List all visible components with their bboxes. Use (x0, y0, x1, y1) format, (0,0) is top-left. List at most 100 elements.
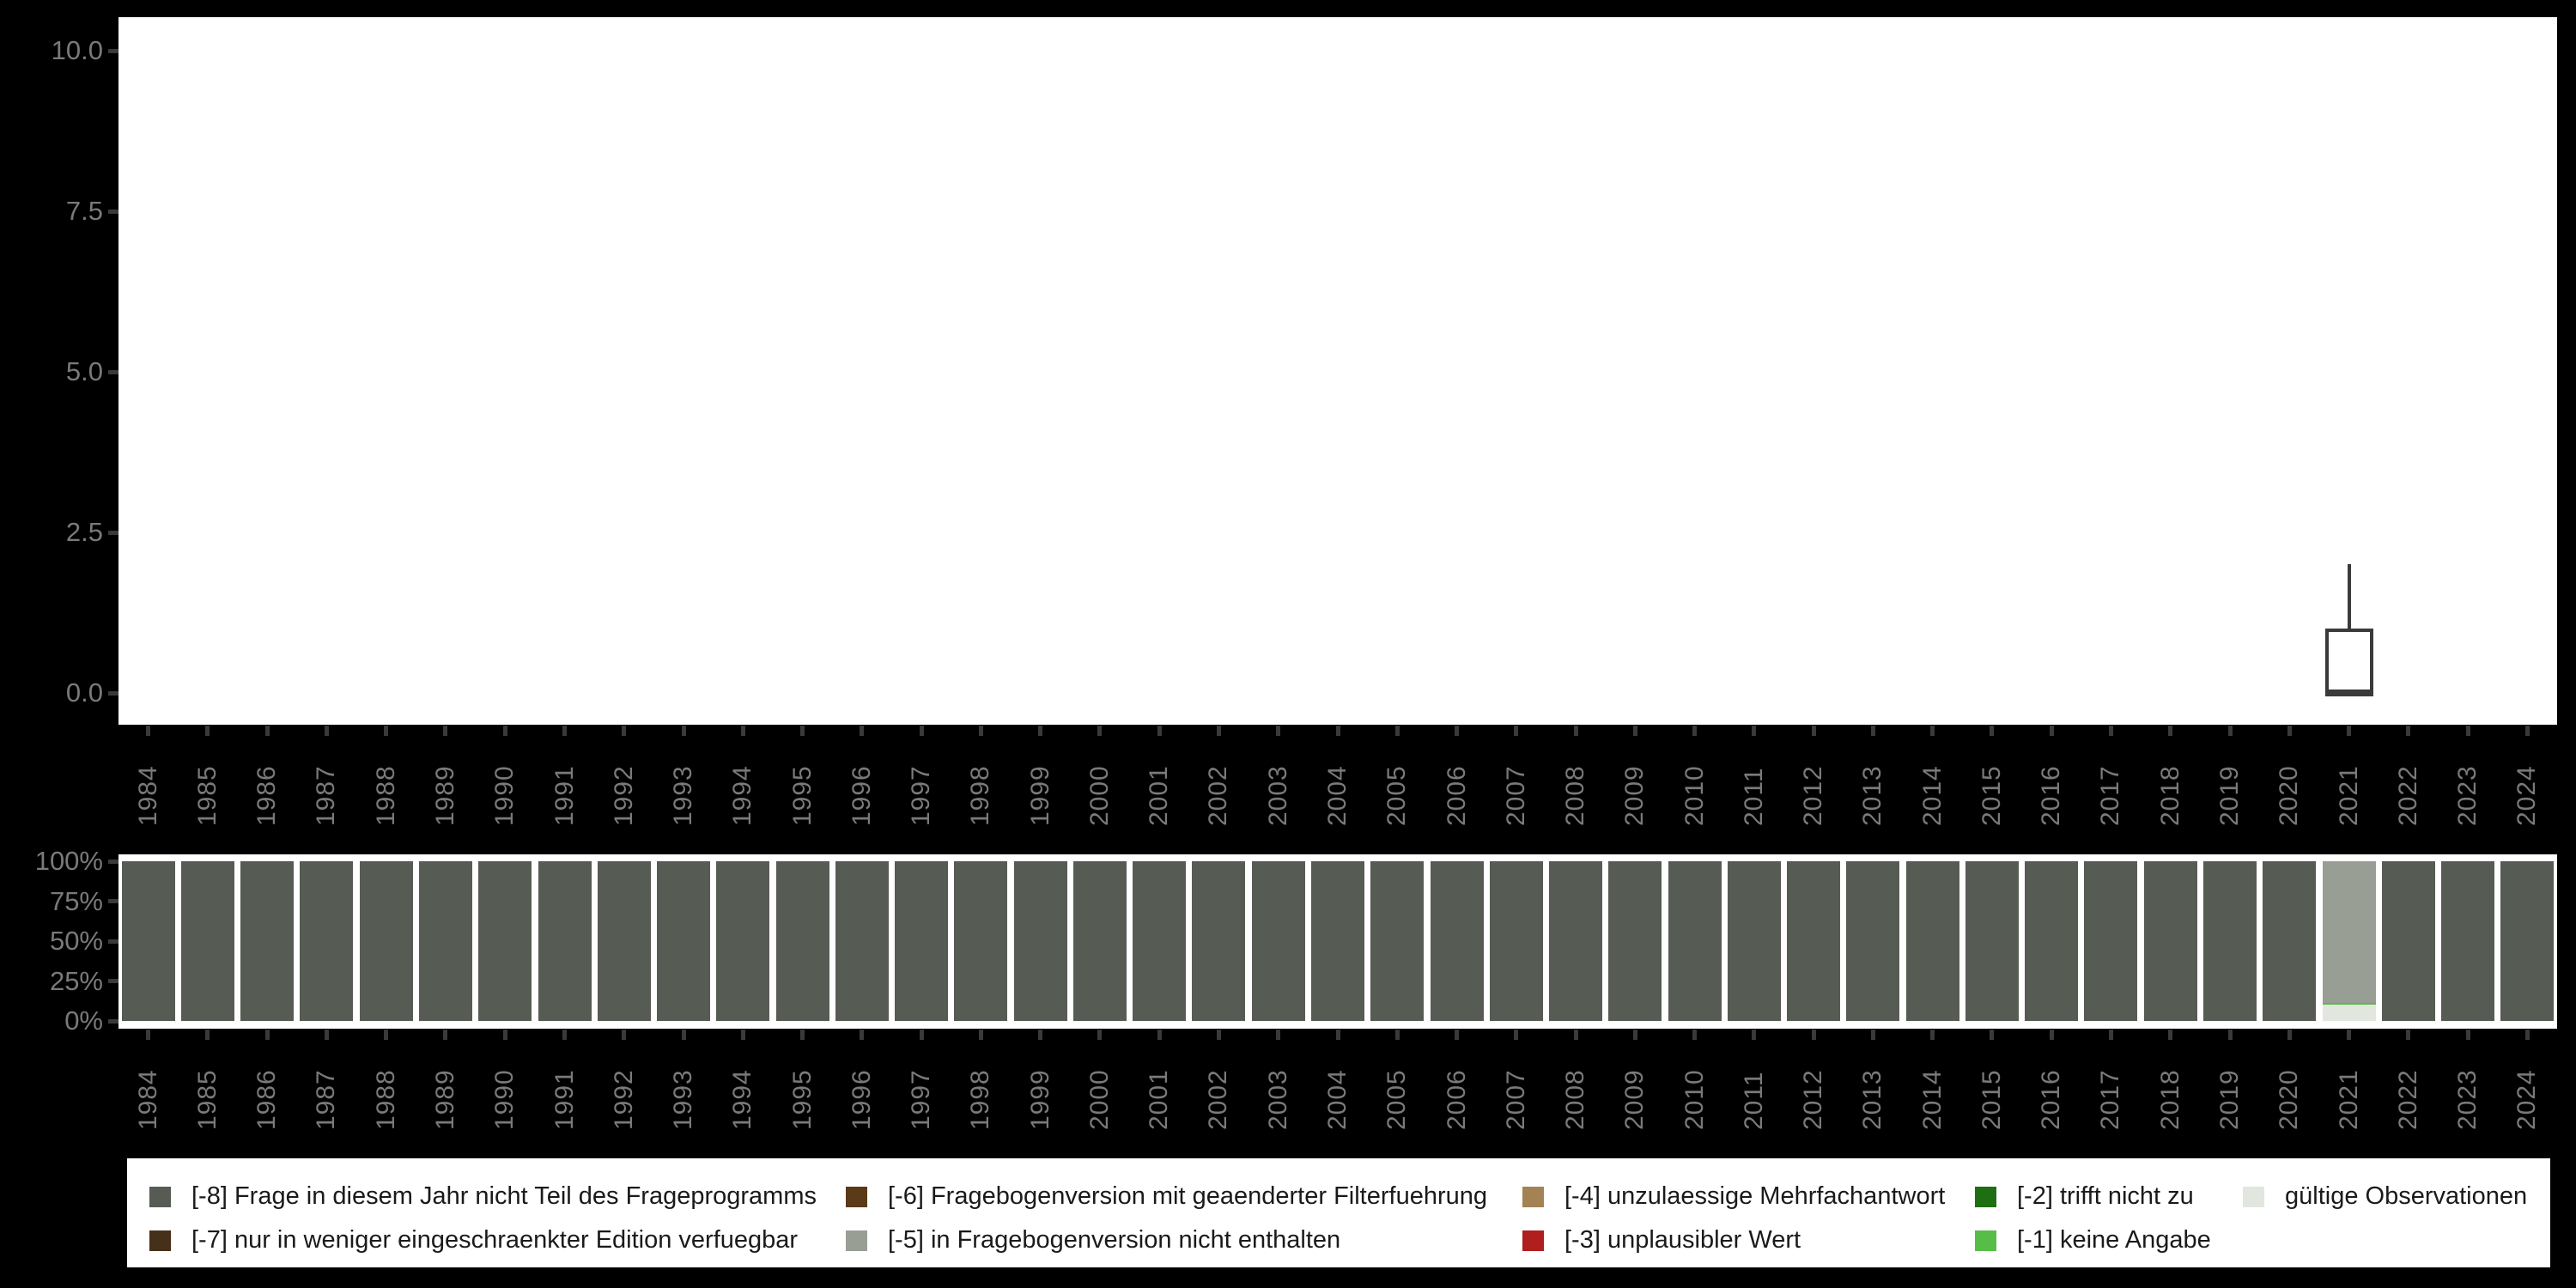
boxplot-x-tick (800, 726, 805, 736)
bar-segment--8 (1549, 861, 1603, 1021)
bar-x-year-label: 1989 (430, 1069, 459, 1130)
stacked-bar-1995 (775, 861, 829, 1021)
legend-label--1: [-1] keine Angabe (2017, 1226, 2211, 1254)
bar-x-tick (146, 1030, 151, 1040)
boxplot-x-year-label: 2002 (1204, 765, 1233, 826)
stacked-bar-1986 (240, 861, 295, 1021)
boxplot-x-year-label: 2023 (2453, 765, 2482, 826)
bar-x-year-label: 2006 (1442, 1069, 1471, 1130)
stacked-bar-2021 (2322, 861, 2376, 1021)
legend-label--2: [-2] trifft nicht zu (2017, 1182, 2194, 1210)
boxplot-x-year-label: 2005 (1382, 765, 1412, 826)
bar-segment--8 (359, 861, 413, 1021)
bar-x-year-label: 2013 (1858, 1069, 1887, 1130)
bar-x-year-label: 1992 (609, 1069, 638, 1130)
bar-x-tick (443, 1030, 448, 1040)
bar-x-year-label: 1994 (728, 1069, 757, 1130)
boxplot-x-year-label: 2018 (2155, 765, 2184, 826)
legend-swatch--2 (1975, 1186, 1996, 1207)
boxplot-x-year-label: 1991 (550, 765, 579, 826)
boxplot-x-year-label: 2009 (1620, 765, 1649, 826)
bar-x-tick (2049, 1030, 2054, 1040)
stacked-bar-1991 (538, 861, 592, 1021)
bar-x-tick (2168, 1030, 2173, 1040)
bar-segment--8 (478, 861, 532, 1021)
bar-segment--8 (240, 861, 295, 1021)
stacked-bar-1996 (835, 861, 889, 1021)
boxplot-x-year-label: 2006 (1442, 765, 1471, 826)
boxplot-x-tick (264, 726, 270, 736)
bar-x-tick (740, 1030, 745, 1040)
bar-segment--8 (1905, 861, 1959, 1021)
bar-segment--8 (1192, 861, 1246, 1021)
boxplot-x-tick (146, 726, 151, 736)
bar-x-year-label: 2002 (1204, 1069, 1233, 1130)
stacked-bar-1994 (716, 861, 770, 1021)
bar-x-year-label: 2023 (2453, 1069, 2482, 1130)
boxplot-x-tick (1455, 726, 1460, 736)
bar-x-year-label: 1997 (907, 1069, 936, 1130)
bar-x-year-label: 2015 (1977, 1069, 2006, 1130)
boxplot-x-year-label: 2024 (2512, 765, 2542, 826)
boxplot-x-tick (1930, 726, 1935, 736)
bar-segment--8 (2500, 861, 2555, 1021)
bar-x-tick (384, 1030, 389, 1040)
bar-segment--1 (2322, 1002, 2376, 1005)
legend-label--6: [-6] Fragebogenversion mit geaenderter F… (888, 1182, 1487, 1210)
bar-segment--8 (1787, 861, 1841, 1021)
bar-x-year-label: 2019 (2215, 1069, 2245, 1130)
bar-segment--8 (1133, 861, 1187, 1021)
bar-segment--8 (2203, 861, 2257, 1021)
bar-segment--8 (180, 861, 234, 1021)
bar-segment--8 (2381, 861, 2435, 1021)
bar-segment--5 (2322, 861, 2376, 1003)
bar-segment--8 (2084, 861, 2138, 1021)
stacked-bar-2018 (2143, 861, 2197, 1021)
stacked-bar-2015 (1965, 861, 2019, 1021)
bar-x-tick (681, 1030, 686, 1040)
boxplot-x-year-label: 2022 (2393, 765, 2422, 826)
bar-segment--8 (775, 861, 829, 1021)
boxplot-x-tick (1811, 726, 1816, 736)
legend-item--4: [-4] unzulaessige Mehrfachantwort (1522, 1182, 1945, 1211)
stacked-bar-2001 (1133, 861, 1187, 1021)
boxplot-x-tick (1692, 726, 1698, 736)
stacked-bar-2009 (1608, 861, 1662, 1021)
boxplot-x-tick (2168, 726, 2173, 736)
legend-swatch--6 (846, 1186, 867, 1207)
bar-segment--8 (2441, 861, 2495, 1021)
boxplot-y-tick-label: 10.0 (51, 35, 103, 65)
boxplot-x-year-label: 1995 (787, 765, 817, 826)
bar-segment-valid (2322, 1005, 2376, 1021)
bar-x-year-label: 1999 (1025, 1069, 1054, 1130)
boxplot-x-year-label: 2016 (2037, 765, 2066, 826)
boxplot-x-year-label: 2000 (1084, 765, 1114, 826)
stacked-bar-1984 (121, 861, 175, 1021)
bar-x-tick (1097, 1030, 1103, 1040)
bar-y-tick-label: 25% (49, 965, 103, 996)
stacked-bar-2013 (1846, 861, 1900, 1021)
boxplot-y-tick-label: 0.0 (65, 677, 103, 708)
boxplot-x-tick (2108, 726, 2113, 736)
boxplot-x-tick (2347, 726, 2352, 736)
boxplot-x-tick (860, 726, 865, 736)
boxplot-y-tick-label: 5.0 (65, 356, 103, 386)
boxplot-x-tick (1157, 726, 1162, 736)
boxplot-x-tick (1752, 726, 1757, 736)
boxplot-x-year-label: 2007 (1501, 765, 1530, 826)
bar-x-year-label: 1984 (133, 1069, 162, 1130)
boxplot-x-tick (1276, 726, 1281, 736)
bar-x-tick (919, 1030, 924, 1040)
bar-segment--8 (1251, 861, 1305, 1021)
bar-x-year-label: 2007 (1501, 1069, 1530, 1130)
boxplot-x-year-label: 2013 (1858, 765, 1887, 826)
legend-item-valid: gültige Observationen (2243, 1182, 2527, 1211)
boxplot-x-tick (443, 726, 448, 736)
legend-item--2: [-2] trifft nicht zu (1975, 1182, 2194, 1211)
bar-x-year-label: 2012 (1799, 1069, 1828, 1130)
stacked-bar-1997 (895, 861, 949, 1021)
boxplot-y-tick (108, 530, 118, 535)
legend-swatch--4 (1522, 1186, 1544, 1207)
legend (127, 1158, 2550, 1267)
boxplot-x-tick (978, 726, 983, 736)
